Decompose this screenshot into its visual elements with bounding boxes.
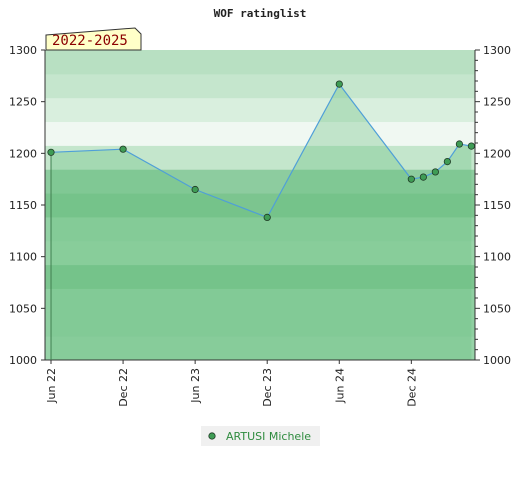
x-axis: Jun 22 Dec 22 Jun 23 Dec 23 Jun 24 Dec 24 — [45, 359, 475, 407]
y-tick-label-left: 1050 — [9, 302, 37, 315]
background-band — [45, 336, 475, 361]
x-tick-label: Dec 23 — [261, 368, 274, 407]
y-tick-label-left: 1200 — [9, 147, 37, 160]
y-tick-label-left: 1100 — [9, 251, 37, 264]
y-axis-right: 1000 1050 1100 1150 1200 1250 1300 — [474, 44, 511, 367]
legend[interactable]: ARTUSI Michele — [201, 426, 320, 446]
background-band — [45, 216, 475, 242]
background-band — [45, 73, 475, 99]
x-tick-label: Jun 22 — [45, 368, 58, 404]
y-tick-label-left: 1150 — [9, 199, 37, 212]
y-tick-label-right: 1250 — [483, 96, 511, 109]
y-tick-label-left: 1300 — [9, 44, 37, 57]
data-point[interactable] — [419, 173, 427, 181]
x-tick-label: Dec 24 — [405, 368, 418, 407]
y-tick-label-left: 1250 — [9, 96, 37, 109]
series-area — [51, 84, 472, 360]
background-band — [45, 50, 475, 75]
background-band — [45, 169, 475, 194]
chart-title: WOF ratinglist — [214, 7, 307, 20]
background-band — [45, 97, 475, 123]
y-tick-label-right: 1050 — [483, 302, 511, 315]
data-point[interactable] — [443, 158, 451, 166]
data-point[interactable] — [455, 140, 463, 148]
background-bands — [45, 50, 475, 361]
data-point[interactable] — [431, 168, 439, 176]
data-point[interactable] — [191, 185, 199, 194]
data-point[interactable] — [467, 142, 475, 150]
x-tick-label: Dec 22 — [117, 368, 130, 407]
data-point[interactable] — [263, 213, 271, 221]
y-tick-label-right: 1150 — [483, 199, 511, 212]
background-band — [45, 240, 475, 266]
legend-label: ARTUSI Michele — [226, 430, 311, 443]
y-tick-label-right: 1000 — [483, 354, 511, 367]
series-markers — [47, 80, 475, 360]
background-band — [45, 312, 475, 337]
y-tick-label-right: 1200 — [483, 147, 511, 160]
y-axis-left: 1000 1050 1100 1150 1200 1250 1300 — [9, 44, 46, 367]
y-tick-label-left: 1000 — [9, 354, 37, 367]
data-point[interactable] — [119, 145, 127, 153]
x-tick-label: Jun 24 — [333, 368, 346, 404]
period-badge: 2022-2025 — [45, 27, 142, 51]
data-point[interactable] — [335, 80, 343, 88]
legend-marker — [208, 432, 216, 440]
background-band — [45, 288, 475, 313]
background-band — [45, 121, 475, 146]
background-band — [45, 264, 475, 289]
y-tick-label-right: 1300 — [483, 44, 511, 57]
data-point[interactable] — [407, 175, 415, 183]
y-tick-label-right: 1100 — [483, 251, 511, 264]
background-band — [45, 193, 475, 218]
period-badge-text: 2022-2025 — [52, 33, 128, 49]
x-tick-label: Jun 23 — [189, 368, 202, 404]
data-point[interactable] — [47, 148, 55, 156]
